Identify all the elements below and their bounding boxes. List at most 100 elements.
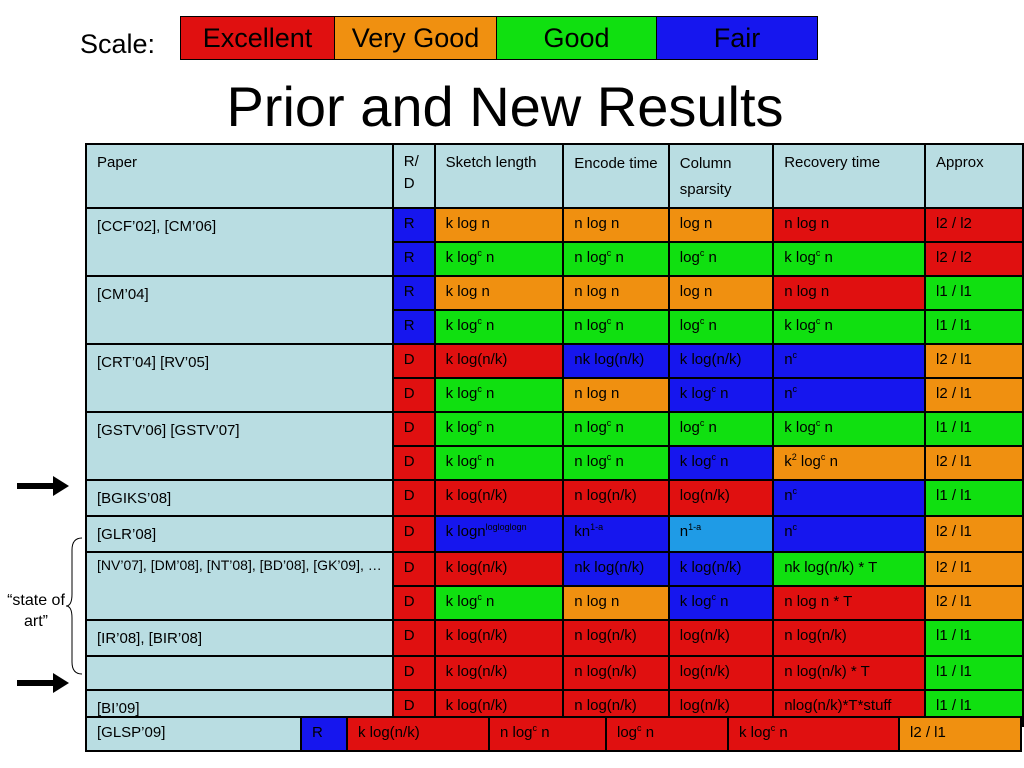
approx-cell: l1 / l1 <box>924 309 1024 345</box>
rd-cell: D <box>391 479 436 517</box>
approx-cell: l2 / l2 <box>924 241 1024 277</box>
header-approx: Approx <box>924 143 1024 209</box>
encode-time-cell: n logc n <box>562 411 670 447</box>
header-sketch-length: Sketch length <box>433 143 565 209</box>
paper-cell: [NV’07], [DM’08], [NT’08], [BD’08], [GK’… <box>85 551 394 621</box>
paper-cell <box>85 655 394 691</box>
recovery-time-cell: n log(n/k) <box>772 619 927 657</box>
encode-time-cell: n logc n <box>562 309 670 345</box>
sketch-length-cell: k lognlogloglogn <box>433 515 565 553</box>
encode-time-cell: kn1-a <box>562 515 670 553</box>
table-row: [NV’07], [DM’08], [NT’08], [BD’08], [GK’… <box>85 551 1024 621</box>
column-sparsity-cell: logc n <box>667 309 775 345</box>
column-sparsity-cell: k logc n <box>667 445 775 481</box>
encode-time-cell: n log n <box>562 377 670 413</box>
sketch-length-cell: k log(n/k) <box>346 716 490 752</box>
column-sparsity-cell: k log(n/k) <box>667 343 775 379</box>
header-encode-time: Encode time <box>562 143 670 209</box>
sketch-length-cell: k log n <box>433 275 565 311</box>
column-sparsity-cell: k logc n <box>667 585 775 621</box>
recovery-time-cell: n log(n/k) * T <box>772 655 927 691</box>
approx-cell: l2 / l1 <box>924 585 1024 621</box>
scale-item-excellent: Excellent <box>181 17 335 59</box>
rd-cell: R <box>391 275 436 311</box>
rd-cell: D <box>391 655 436 691</box>
column-sparsity-cell: k logc n <box>667 377 775 413</box>
paper-cell: [GSTV’06] [GSTV’07] <box>85 411 394 481</box>
header-recovery-time: Recovery time <box>772 143 927 209</box>
approx-cell: l1 / l1 <box>924 275 1024 311</box>
sketch-length-cell: k logc n <box>433 585 565 621</box>
encode-time-cell: nk log(n/k) <box>562 343 670 379</box>
recovery-time-cell: k logc n <box>727 716 900 752</box>
sketch-length-cell: k logc n <box>433 377 565 413</box>
encode-time-cell: n log n <box>562 207 670 243</box>
scale-label: Scale: <box>80 29 156 59</box>
sketch-length-cell: k log(n/k) <box>433 343 565 379</box>
sketch-length-cell: k logc n <box>433 411 565 447</box>
approx-cell: l2 / l1 <box>898 716 1022 752</box>
encode-time-cell: n log(n/k) <box>562 479 670 517</box>
sketch-length-cell: k logc n <box>433 445 565 481</box>
approx-cell: l1 / l1 <box>924 619 1024 657</box>
scale-item-very-good: Very Good <box>335 17 497 59</box>
recovery-time-cell: n log n <box>772 275 927 311</box>
sketch-length-cell: k logc n <box>433 309 565 345</box>
encode-time-cell: n logc n <box>562 241 670 277</box>
sketch-length-cell: k log(n/k) <box>433 619 565 657</box>
sketch-length-cell: k logc n <box>433 241 565 277</box>
sketch-length-cell: k log n <box>433 207 565 243</box>
approx-cell: l2 / l1 <box>924 445 1024 481</box>
rd-cell: D <box>391 515 436 553</box>
approx-cell: l2 / l1 <box>924 343 1024 379</box>
column-sparsity-cell: log n <box>667 275 775 311</box>
scale-legend: Excellent Very Good Good Fair <box>180 16 818 60</box>
rd-cell: R <box>300 716 348 752</box>
recovery-time-cell: nc <box>772 343 927 379</box>
approx-cell: l2 / l2 <box>924 207 1024 243</box>
column-sparsity-cell: log(n/k) <box>667 479 775 517</box>
approx-cell: l2 / l1 <box>924 515 1024 553</box>
column-sparsity-cell: log n <box>667 207 775 243</box>
header-column-sparsity: Column sparsity <box>667 143 775 209</box>
header-rd: R/ D <box>391 143 436 209</box>
paper-cell: [BGIKS’08] <box>85 479 394 517</box>
paper-cell: [CM’04] <box>85 275 394 345</box>
recovery-time-cell: k2 logc n <box>772 445 927 481</box>
recovery-time-cell: nc <box>772 479 927 517</box>
rd-cell: D <box>391 377 436 413</box>
encode-time-cell: nk log(n/k) <box>562 551 670 587</box>
column-sparsity-cell: log(n/k) <box>667 619 775 657</box>
table-header-row: Paper R/ D Sketch length Encode time Col… <box>85 143 1024 209</box>
recovery-time-cell: nc <box>772 377 927 413</box>
recovery-time-cell: k logc n <box>772 241 927 277</box>
rd-cell: D <box>391 343 436 379</box>
rd-cell: D <box>391 585 436 621</box>
rd-cell: R <box>391 241 436 277</box>
encode-time-cell: n log n <box>562 585 670 621</box>
header-paper: Paper <box>85 143 394 209</box>
encode-time-cell: n logc n <box>562 445 670 481</box>
arrow-right-icon <box>17 476 69 496</box>
page-title: Prior and New Results <box>226 75 784 138</box>
scale-item-fair: Fair <box>657 17 817 59</box>
recovery-time-cell: k logc n <box>772 411 927 447</box>
paper-cell: [GLSP’09] <box>85 716 302 752</box>
encode-time-cell: n log n <box>562 275 670 311</box>
recovery-time-cell: nc <box>772 515 927 553</box>
paper-cell: [CRT’04] [RV’05] <box>85 343 394 413</box>
column-sparsity-cell: logc n <box>667 411 775 447</box>
